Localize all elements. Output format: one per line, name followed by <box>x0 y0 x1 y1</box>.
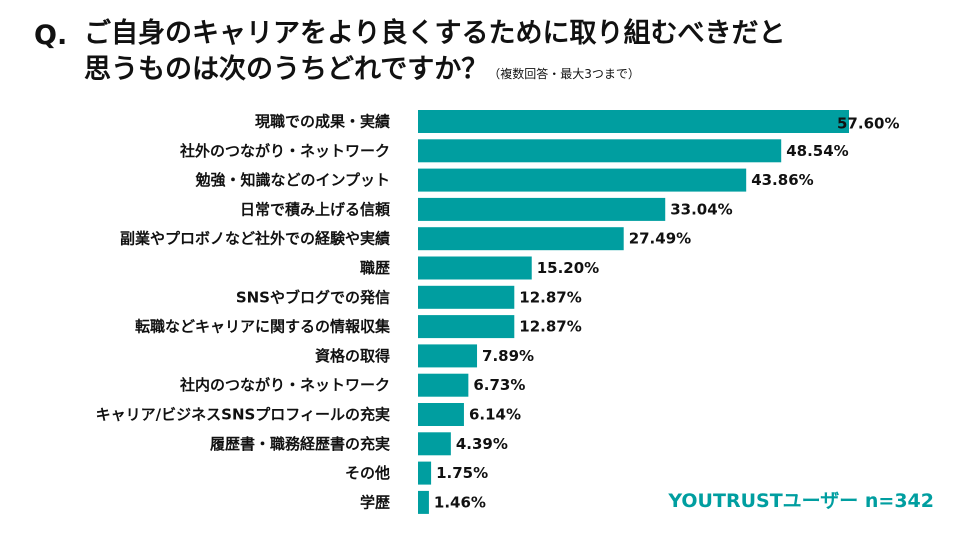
bar-8 <box>418 315 515 339</box>
value-label: 4.39% <box>456 435 508 453</box>
value-label: 6.14% <box>469 406 521 424</box>
bar-11 <box>418 403 464 426</box>
bar-13 <box>418 461 432 485</box>
page-title: ご自身のキャリアをより良くするために取り組むべきだと 思うものは次のうちどれです… <box>84 16 785 92</box>
category-label: 資格の取得 <box>315 347 390 365</box>
category-label: 学歴 <box>360 493 390 511</box>
value-label: 12.87% <box>519 318 581 336</box>
value-label: 48.54% <box>786 142 848 160</box>
category-label: 日常で積み上げる信頼 <box>240 200 391 218</box>
value-label: 15.20% <box>537 259 599 277</box>
bar-14 <box>418 490 429 514</box>
bar-12 <box>418 432 451 456</box>
value-label: 1.75% <box>436 464 488 482</box>
bar-1 <box>418 110 849 133</box>
bar-2 <box>418 139 782 163</box>
bar-3 <box>418 168 747 192</box>
value-label: 7.89% <box>482 347 534 365</box>
title-line-2: 思うものは次のうちどれですか？（複数回答・最大3つまで） <box>84 52 785 92</box>
question-mark: Q. <box>34 20 68 51</box>
value-label: 12.87% <box>519 288 581 306</box>
title-line-2-text: 思うものは次のうちどれですか？ <box>84 54 489 85</box>
category-label: 副業やプロボノなど社外での経験や実績 <box>120 230 390 248</box>
value-label: 6.73% <box>473 376 525 394</box>
value-label: 57.60% <box>837 115 899 133</box>
category-label: 社内のつながり・ネットワーク <box>179 376 390 394</box>
category-label: 転職などキャリアに関するの情報収集 <box>135 318 391 336</box>
category-label: 職歴 <box>360 259 390 277</box>
bar-7 <box>418 285 515 309</box>
bar-4 <box>418 197 666 221</box>
category-label: 履歴書・職務経歴書の充実 <box>209 435 390 453</box>
category-label: 勉強・知識などのインプット <box>194 171 390 189</box>
bar-10 <box>418 373 469 397</box>
bar-6 <box>418 256 532 280</box>
bar-9 <box>418 344 478 368</box>
category-label: SNSやブログでの発信 <box>236 288 390 306</box>
title-line-1: ご自身のキャリアをより良くするために取り組むべきだと <box>84 18 786 49</box>
bar-5 <box>418 227 624 251</box>
value-label: 33.04% <box>670 200 732 218</box>
category-label: 現職での成果・実績 <box>255 113 390 131</box>
title-note: （複数回答・最大3つまで） <box>488 67 640 81</box>
sample-size-label: YOUTRUSTユーザー n=342 <box>668 490 934 512</box>
value-label: 27.49% <box>629 230 691 248</box>
value-label: 1.46% <box>434 493 486 511</box>
category-label: キャリア/ビジネスSNSプロフィールの充実 <box>96 406 390 424</box>
value-label: 43.86% <box>751 171 813 189</box>
category-label: その他 <box>345 464 390 482</box>
category-label: 社外のつながり・ネットワーク <box>179 142 390 160</box>
